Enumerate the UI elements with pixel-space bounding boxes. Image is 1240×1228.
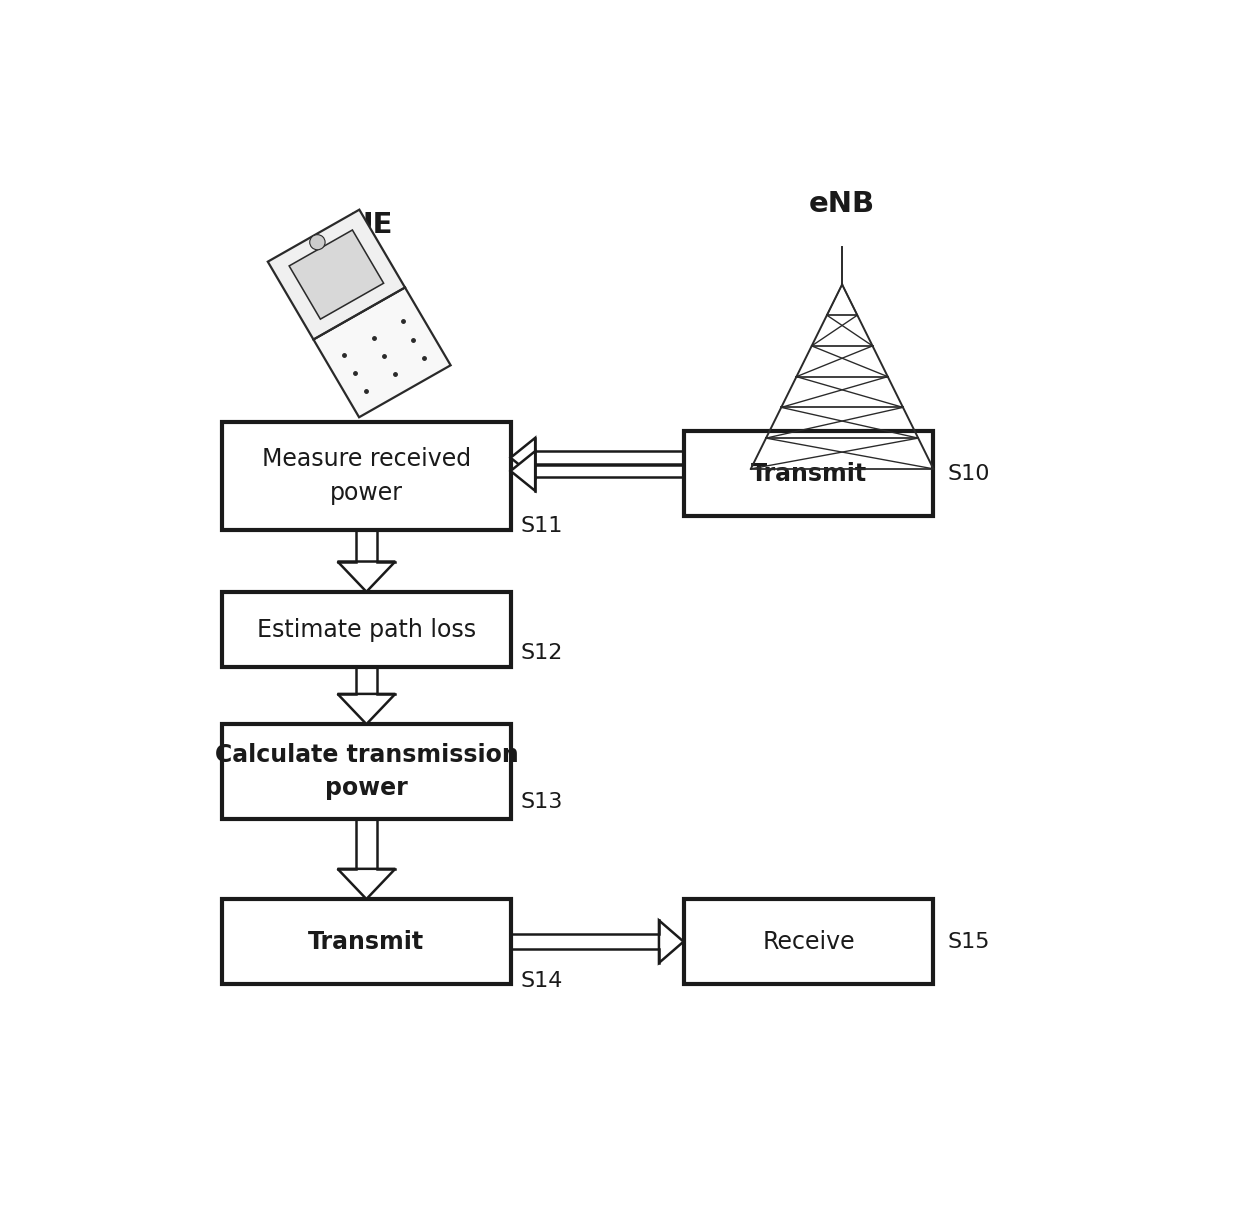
Text: S12: S12 — [521, 643, 563, 663]
Polygon shape — [337, 561, 396, 592]
Bar — [222, 421, 511, 530]
Bar — [222, 592, 511, 667]
Polygon shape — [511, 438, 536, 478]
Text: S14: S14 — [521, 971, 563, 991]
Text: Receive: Receive — [763, 930, 854, 954]
Polygon shape — [337, 869, 396, 899]
Text: eNB: eNB — [808, 190, 875, 219]
Circle shape — [310, 235, 325, 249]
Text: S10: S10 — [947, 464, 991, 484]
Text: Calculate transmission
power: Calculate transmission power — [215, 743, 518, 801]
Bar — [222, 899, 511, 984]
Text: Transmit: Transmit — [309, 930, 424, 954]
Text: S11: S11 — [521, 516, 563, 535]
Polygon shape — [268, 210, 405, 339]
Polygon shape — [511, 451, 536, 491]
Polygon shape — [289, 230, 383, 319]
Text: S15: S15 — [947, 932, 991, 952]
Polygon shape — [314, 287, 450, 418]
Bar — [683, 899, 934, 984]
Text: S13: S13 — [521, 792, 563, 812]
Text: Transmit: Transmit — [750, 462, 867, 485]
Bar — [683, 431, 934, 516]
Text: UE: UE — [350, 211, 393, 239]
Polygon shape — [337, 694, 396, 725]
Bar — [222, 725, 511, 819]
Text: Estimate path loss: Estimate path loss — [257, 618, 476, 641]
Polygon shape — [658, 920, 683, 963]
Text: Measure received
power: Measure received power — [262, 447, 471, 505]
